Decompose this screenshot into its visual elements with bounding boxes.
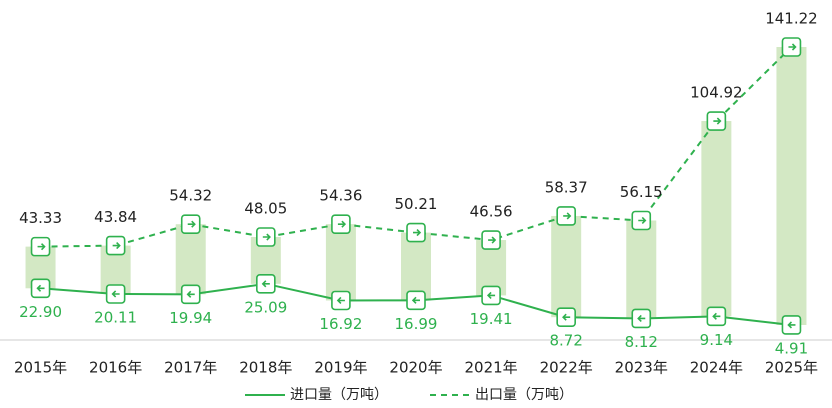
marker — [30, 236, 51, 257]
data-label: 104.92 — [690, 84, 743, 102]
marker — [556, 307, 576, 328]
marker-arrow — [638, 216, 647, 225]
marker — [256, 274, 276, 294]
marker-arrow — [187, 220, 196, 228]
marker — [331, 290, 351, 311]
data-label: 19.94 — [169, 309, 212, 327]
marker — [781, 37, 802, 57]
marker-arrow — [336, 296, 345, 305]
marker-arrow — [112, 242, 121, 250]
marker — [256, 227, 276, 247]
marker-arrow — [261, 280, 270, 288]
marker — [105, 235, 126, 256]
marker — [781, 315, 802, 335]
data-label: 46.56 — [470, 203, 513, 221]
marker — [481, 285, 501, 306]
x-tick-label: 2024年 — [690, 359, 743, 377]
x-tick-label: 2019年 — [314, 359, 367, 377]
marker-arrow — [186, 290, 195, 298]
marker-arrow — [562, 313, 571, 321]
marker-arrow — [488, 236, 497, 244]
marker — [180, 214, 201, 235]
marker-arrow — [712, 312, 721, 320]
x-tick-label: 2020年 — [389, 359, 442, 377]
marker — [556, 206, 576, 226]
marker-arrow — [486, 291, 496, 299]
marker — [631, 210, 652, 231]
data-label: 50.21 — [395, 195, 438, 213]
x-tick-label: 2023年 — [615, 359, 668, 377]
marker-arrow — [337, 220, 347, 228]
marker-arrow — [411, 296, 420, 304]
marker-arrow — [413, 229, 422, 237]
marker-arrow — [262, 233, 271, 241]
marker — [631, 308, 652, 329]
marker — [406, 290, 426, 311]
x-tick-label: 2015年 — [14, 359, 67, 377]
data-label: 54.32 — [169, 187, 212, 205]
data-label: 20.11 — [94, 308, 137, 326]
range-band — [325, 224, 356, 301]
range-band — [175, 224, 206, 295]
x-tick-label: 2017年 — [164, 359, 217, 377]
marker-arrow — [787, 321, 796, 329]
marker-arrow — [713, 117, 722, 125]
marker — [406, 222, 426, 243]
data-label: 58.37 — [545, 178, 588, 196]
marker — [706, 306, 727, 327]
data-label: 16.99 — [395, 315, 438, 333]
x-tick-label: 2025年 — [765, 359, 818, 377]
data-label: 8.12 — [625, 333, 658, 351]
marker-arrow — [36, 284, 45, 292]
marker — [706, 111, 727, 131]
marker-arrow — [788, 43, 797, 51]
x-tick-label: 2021年 — [464, 359, 517, 377]
x-tick-label: 2018年 — [239, 359, 292, 377]
marker — [30, 278, 51, 299]
data-label: 43.84 — [94, 208, 137, 226]
range-band — [401, 232, 431, 301]
x-tick-label: 2016年 — [89, 359, 142, 377]
marker — [105, 284, 126, 304]
data-label: 8.72 — [549, 332, 582, 350]
marker — [331, 214, 351, 234]
data-label: 4.91 — [775, 339, 808, 357]
data-label: 141.22 — [765, 10, 818, 28]
marker — [481, 230, 501, 250]
legend-label: 进口量（万吨） — [290, 387, 388, 403]
range-band — [701, 121, 732, 317]
data-label: 22.90 — [19, 303, 62, 321]
marker — [180, 284, 201, 305]
marker-arrow — [563, 212, 572, 220]
data-label: 19.41 — [470, 310, 513, 328]
data-label: 56.15 — [620, 183, 663, 201]
range-band — [776, 47, 807, 325]
data-label: 16.92 — [319, 315, 362, 333]
x-tick-label: 2022年 — [540, 359, 593, 377]
data-label: 48.05 — [244, 200, 287, 218]
marker-arrow — [37, 243, 46, 251]
data-label: 43.33 — [19, 209, 62, 227]
marker-arrow — [111, 290, 120, 298]
series-line — [40, 46, 793, 248]
marker-arrow — [637, 314, 646, 323]
data-label: 25.09 — [244, 298, 287, 316]
range-band — [551, 215, 582, 318]
legend-label: 出口量（万吨） — [475, 387, 573, 403]
data-label: 9.14 — [700, 331, 733, 349]
data-label: 54.36 — [319, 187, 362, 205]
range-band — [626, 220, 657, 319]
